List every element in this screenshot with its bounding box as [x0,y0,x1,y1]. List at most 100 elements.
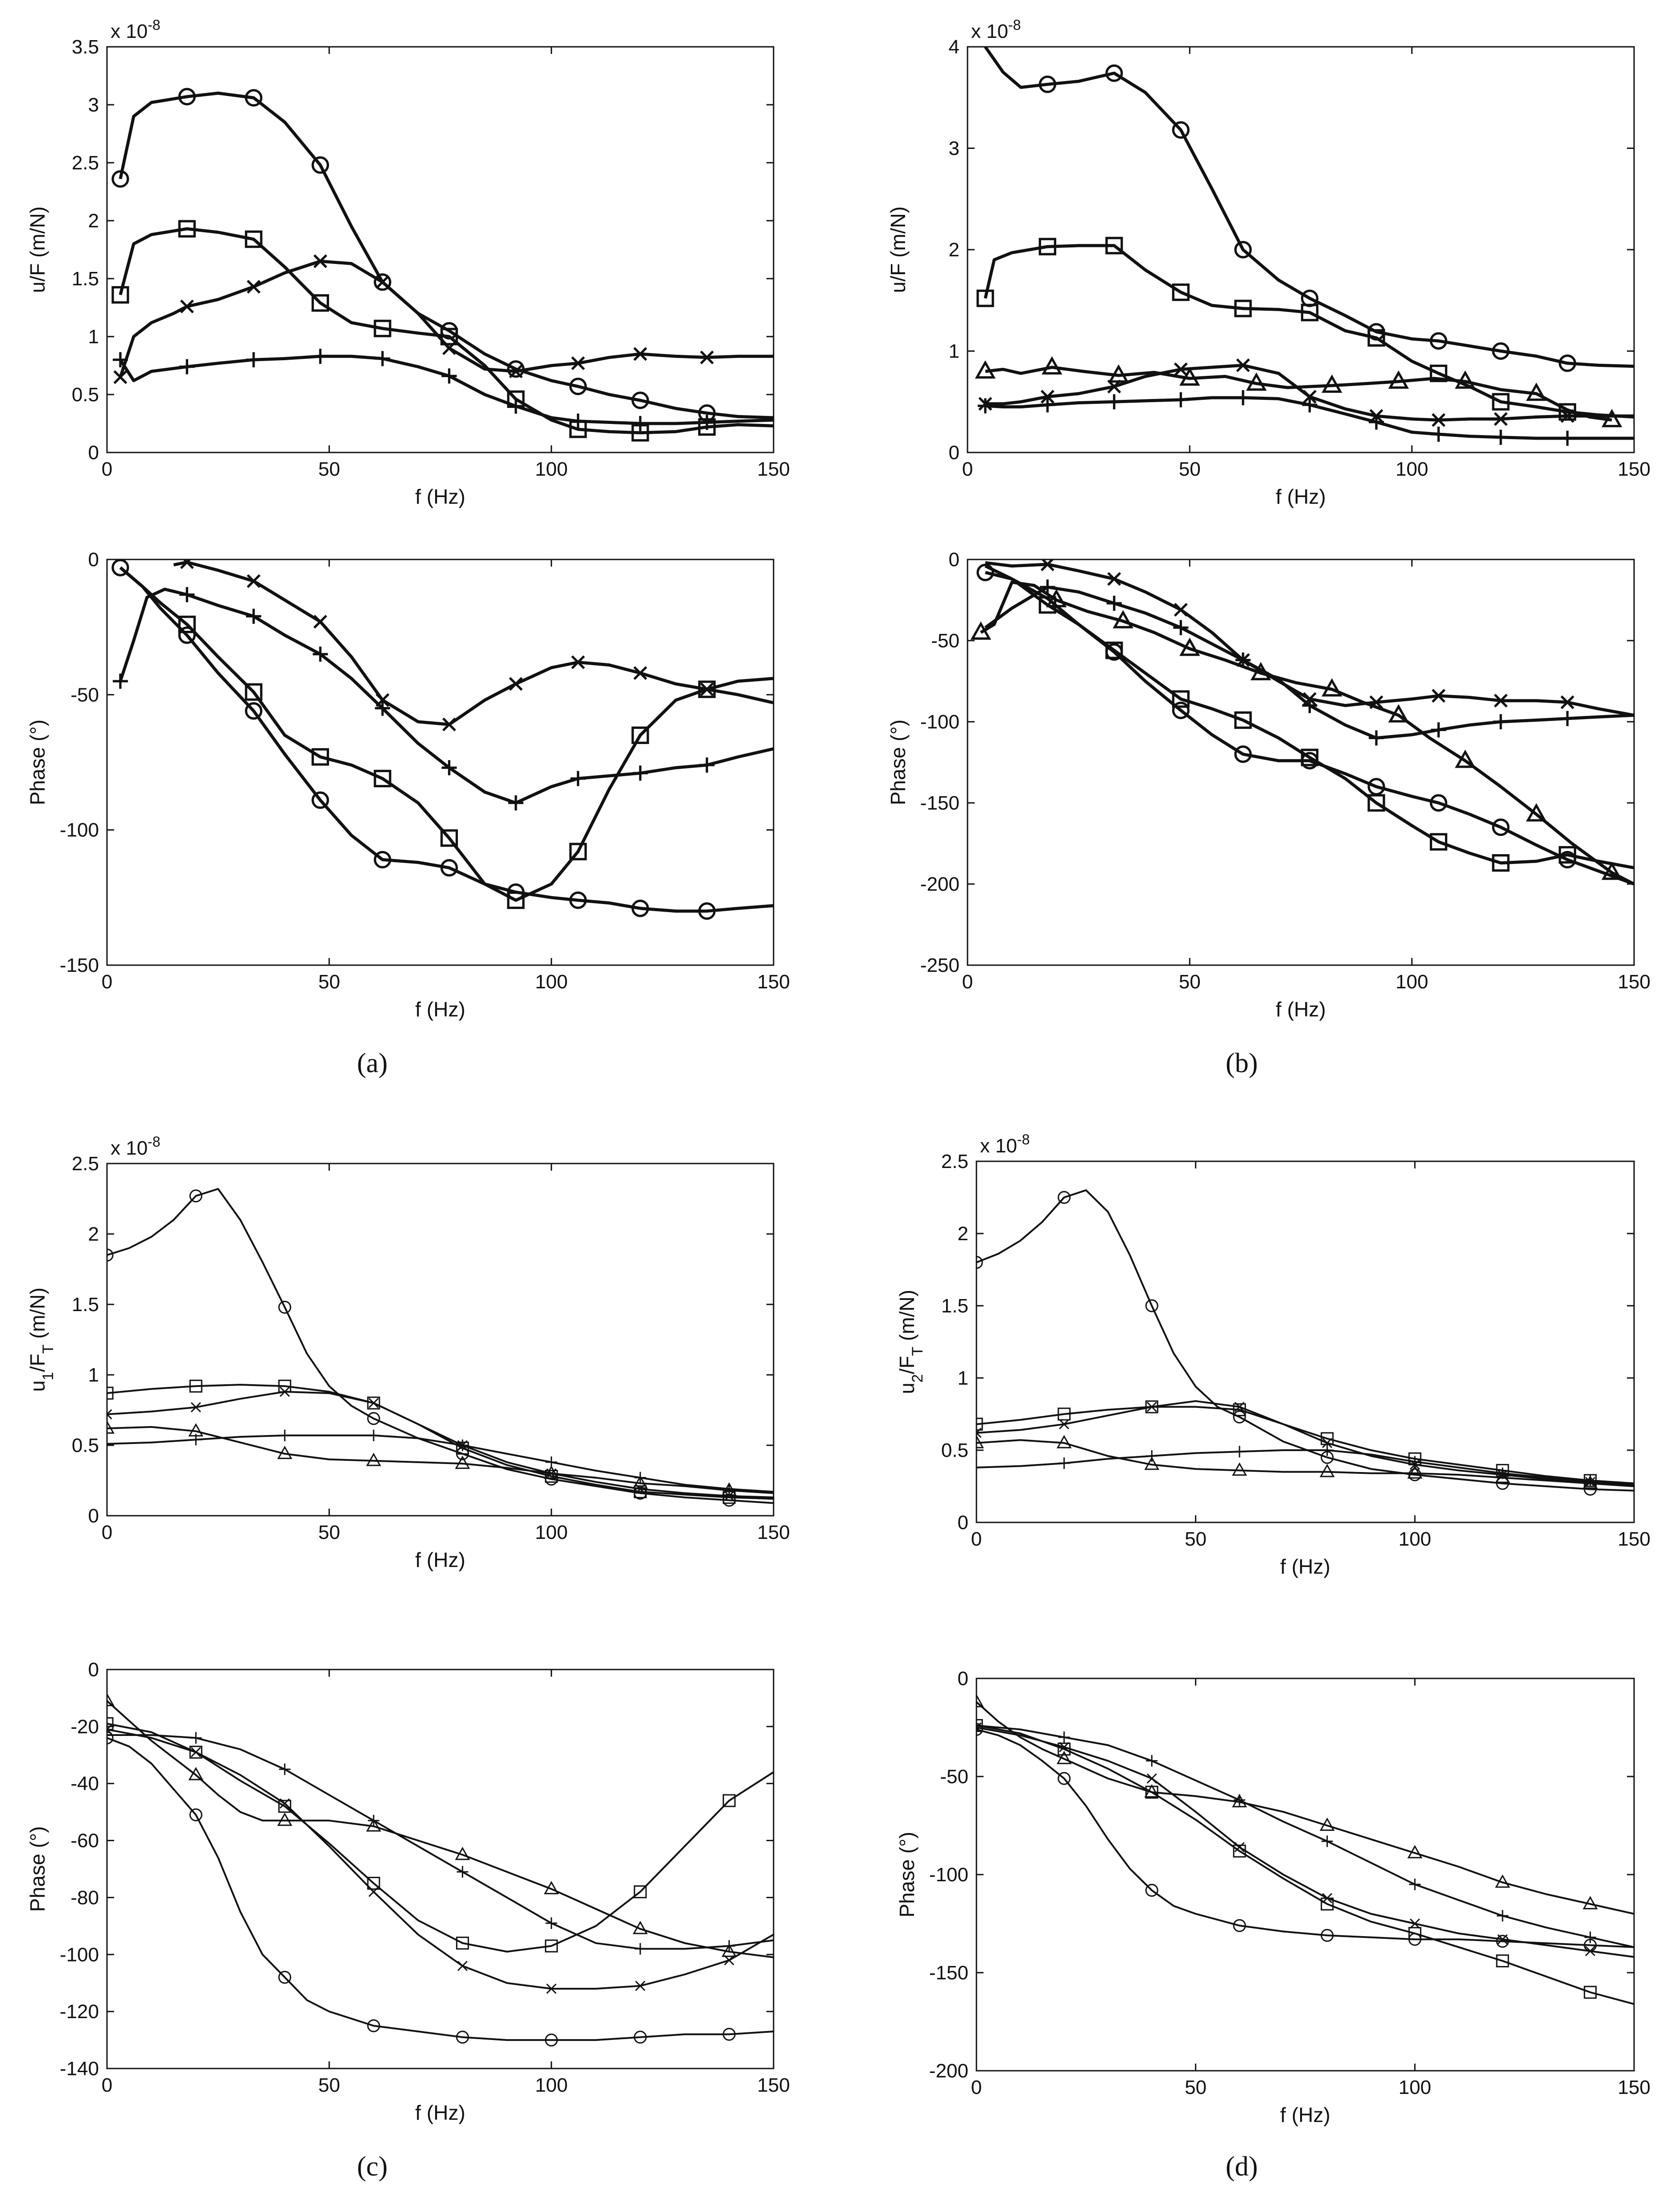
y-tick-label: 0.5 [72,1435,99,1456]
marker-circle [245,89,263,107]
marker-square [178,220,196,238]
marker-square [1301,748,1319,766]
series-line-plus [107,1434,774,1493]
y-tick-label: 2 [88,210,99,232]
marker-plus [368,1814,379,1826]
marker-plus [1040,579,1055,595]
marker-square [634,1485,647,1498]
marker-x [1234,1402,1245,1412]
y-tick-label: 2 [88,1223,99,1245]
chart-b-phase: 0 50 100 150 -250 -200 -150 -100 -50 0 f (Hz) Phase… [886,549,1651,1021]
marker-square [1496,1954,1509,1968]
y-tick-label: -100 [60,1944,99,1966]
marker-x [1561,695,1574,709]
x-tick-label: 50 [318,2074,340,2096]
y-tick-label: -50 [940,1766,968,1788]
marker-plus [633,416,648,431]
y-tick-label: 3 [88,94,99,116]
series-line-square [107,1384,774,1500]
marker-x [633,347,647,361]
series-group [107,1188,774,1507]
marker-circle [278,1300,292,1314]
marker-plus [1493,429,1508,445]
series-line-triangle [976,1439,1634,1487]
marker-square [1172,283,1190,301]
marker-square [440,328,458,345]
x-tick-label: 150 [757,971,790,993]
x-tick-label: 150 [1618,2077,1650,2098]
marker-plus [570,413,586,429]
marker-plus [1560,711,1575,726]
marker-x [635,1981,646,1991]
marker-circle [1172,701,1190,720]
y-tick-label: -40 [70,1773,99,1795]
y-tick-label: 1 [88,326,99,348]
marker-square [189,1379,202,1393]
series-line-square [976,1724,1634,2005]
marker-square [545,1939,558,1953]
marker-x [1432,689,1445,703]
marker-plus [1409,1456,1421,1468]
y-tick-label: 0 [88,442,99,464]
marker-circle [631,899,649,917]
y-tick-label: 1 [88,1364,99,1386]
marker-circle [189,1189,202,1203]
caption-c: (c) [357,2151,388,2182]
marker-circle [1558,354,1577,372]
marker-x [457,1961,468,1971]
marker-circle [634,2031,647,2044]
marker-triangle [975,360,996,379]
series-line-x [976,1400,1634,1486]
series-line-x [173,560,774,726]
series-line-plus [985,396,1634,440]
marker-triangle [544,1465,559,1479]
marker-plus [246,609,261,624]
y-axis-label: Phase (°) [886,720,910,805]
marker-x [1322,1893,1333,1904]
marker-plus [634,1472,646,1484]
marker-square [111,286,129,304]
marker-square [245,683,263,701]
marker-x [571,655,585,669]
marker-x [1146,1773,1157,1784]
marker-plus [1409,1879,1421,1890]
marker-square [1492,854,1510,872]
series-line-plus [976,1724,1634,1948]
series-line-circle [119,566,774,913]
marker-circle [1492,818,1510,836]
marker-x [1369,695,1384,709]
x-tick-label: 150 [757,1522,790,1543]
marker-x [247,574,261,588]
marker-triangle [1179,367,1200,386]
marker-plus [723,1483,735,1495]
caption-d: (d) [1226,2151,1258,2182]
y-tick-label: 1.5 [941,1295,968,1317]
y-tick-label: 2.5 [72,1153,99,1175]
marker-plus [1302,397,1318,413]
marker-plus [375,700,390,716]
marker-circle [722,2027,736,2041]
marker-circle [178,88,196,106]
x-tick-label: 50 [318,458,340,480]
marker-circle [456,2031,469,2044]
marker-triangle [633,1475,648,1489]
marker-square [1558,846,1577,864]
series-line-square [119,566,774,902]
axes-frame [967,559,1635,966]
marker-x [1494,694,1508,708]
marker-circle [1105,64,1123,82]
marker-plus [1106,394,1122,410]
marker-circle [111,170,129,188]
marker-circle [1058,1191,1071,1204]
marker-x [1040,390,1054,404]
marker-square [1234,300,1252,317]
marker-triangle [1601,409,1622,428]
marker-x [107,1409,112,1419]
marker-square [440,829,458,847]
marker-triangle [455,1456,470,1469]
y-tick-label: -200 [929,2060,968,2082]
marker-triangle [1144,1784,1160,1798]
marker-plus [179,587,195,602]
x-tick-label: 100 [1396,458,1428,480]
